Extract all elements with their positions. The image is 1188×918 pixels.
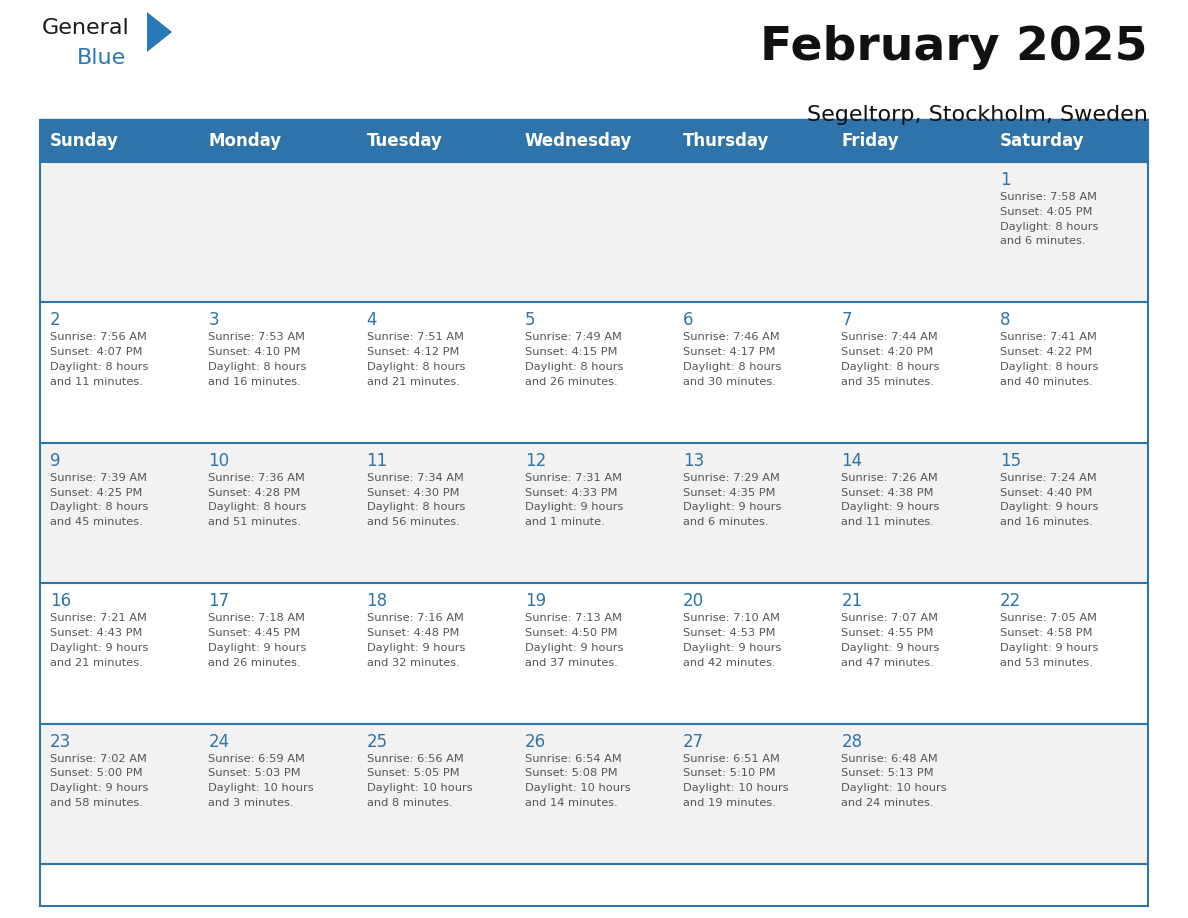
Text: Sunrise: 7:24 AM
Sunset: 4:40 PM
Daylight: 9 hours
and 16 minutes.: Sunrise: 7:24 AM Sunset: 4:40 PM Dayligh…: [1000, 473, 1098, 527]
Text: 10: 10: [208, 452, 229, 470]
Text: 20: 20: [683, 592, 704, 610]
Text: Sunrise: 7:18 AM
Sunset: 4:45 PM
Daylight: 9 hours
and 26 minutes.: Sunrise: 7:18 AM Sunset: 4:45 PM Dayligh…: [208, 613, 307, 667]
Text: Sunrise: 7:53 AM
Sunset: 4:10 PM
Daylight: 8 hours
and 16 minutes.: Sunrise: 7:53 AM Sunset: 4:10 PM Dayligh…: [208, 332, 307, 386]
Text: Sunrise: 7:44 AM
Sunset: 4:20 PM
Daylight: 8 hours
and 35 minutes.: Sunrise: 7:44 AM Sunset: 4:20 PM Dayligh…: [841, 332, 940, 386]
Text: Thursday: Thursday: [683, 132, 770, 150]
Text: 22: 22: [1000, 592, 1020, 610]
Text: Sunrise: 7:16 AM
Sunset: 4:48 PM
Daylight: 9 hours
and 32 minutes.: Sunrise: 7:16 AM Sunset: 4:48 PM Dayligh…: [367, 613, 465, 667]
Text: 7: 7: [841, 311, 852, 330]
Text: 12: 12: [525, 452, 546, 470]
Text: 27: 27: [683, 733, 704, 751]
Text: 6: 6: [683, 311, 694, 330]
Text: 23: 23: [50, 733, 71, 751]
Text: Sunrise: 6:54 AM
Sunset: 5:08 PM
Daylight: 10 hours
and 14 minutes.: Sunrise: 6:54 AM Sunset: 5:08 PM Dayligh…: [525, 754, 631, 808]
Text: 1: 1: [1000, 171, 1010, 189]
Text: 17: 17: [208, 592, 229, 610]
Text: General: General: [42, 18, 129, 38]
Text: Sunrise: 7:51 AM
Sunset: 4:12 PM
Daylight: 8 hours
and 21 minutes.: Sunrise: 7:51 AM Sunset: 4:12 PM Dayligh…: [367, 332, 465, 386]
Text: 21: 21: [841, 592, 862, 610]
Text: Sunrise: 7:21 AM
Sunset: 4:43 PM
Daylight: 9 hours
and 21 minutes.: Sunrise: 7:21 AM Sunset: 4:43 PM Dayligh…: [50, 613, 148, 667]
Text: Wednesday: Wednesday: [525, 132, 632, 150]
Text: Sunrise: 7:49 AM
Sunset: 4:15 PM
Daylight: 8 hours
and 26 minutes.: Sunrise: 7:49 AM Sunset: 4:15 PM Dayligh…: [525, 332, 624, 386]
Bar: [40, 302, 1148, 442]
Text: 3: 3: [208, 311, 219, 330]
Text: Sunrise: 7:13 AM
Sunset: 4:50 PM
Daylight: 9 hours
and 37 minutes.: Sunrise: 7:13 AM Sunset: 4:50 PM Dayligh…: [525, 613, 624, 667]
Text: Sunrise: 7:07 AM
Sunset: 4:55 PM
Daylight: 9 hours
and 47 minutes.: Sunrise: 7:07 AM Sunset: 4:55 PM Dayligh…: [841, 613, 940, 667]
Text: Segeltorp, Stockholm, Sweden: Segeltorp, Stockholm, Sweden: [807, 105, 1148, 125]
Text: Sunrise: 7:56 AM
Sunset: 4:07 PM
Daylight: 8 hours
and 11 minutes.: Sunrise: 7:56 AM Sunset: 4:07 PM Dayligh…: [50, 332, 148, 386]
Text: Sunrise: 7:36 AM
Sunset: 4:28 PM
Daylight: 8 hours
and 51 minutes.: Sunrise: 7:36 AM Sunset: 4:28 PM Dayligh…: [208, 473, 307, 527]
Text: Tuesday: Tuesday: [367, 132, 442, 150]
Bar: [40, 162, 1148, 302]
Text: Sunrise: 6:51 AM
Sunset: 5:10 PM
Daylight: 10 hours
and 19 minutes.: Sunrise: 6:51 AM Sunset: 5:10 PM Dayligh…: [683, 754, 789, 808]
Text: Sunrise: 7:34 AM
Sunset: 4:30 PM
Daylight: 8 hours
and 56 minutes.: Sunrise: 7:34 AM Sunset: 4:30 PM Dayligh…: [367, 473, 465, 527]
Text: Sunrise: 7:02 AM
Sunset: 5:00 PM
Daylight: 9 hours
and 58 minutes.: Sunrise: 7:02 AM Sunset: 5:00 PM Dayligh…: [50, 754, 148, 808]
Text: 18: 18: [367, 592, 387, 610]
Text: Sunrise: 7:26 AM
Sunset: 4:38 PM
Daylight: 9 hours
and 11 minutes.: Sunrise: 7:26 AM Sunset: 4:38 PM Dayligh…: [841, 473, 940, 527]
Text: Sunday: Sunday: [50, 132, 119, 150]
Text: February 2025: February 2025: [760, 25, 1148, 70]
Text: Sunrise: 6:48 AM
Sunset: 5:13 PM
Daylight: 10 hours
and 24 minutes.: Sunrise: 6:48 AM Sunset: 5:13 PM Dayligh…: [841, 754, 947, 808]
Text: 11: 11: [367, 452, 387, 470]
Bar: [40, 120, 1148, 162]
Text: 13: 13: [683, 452, 704, 470]
Text: Sunrise: 7:39 AM
Sunset: 4:25 PM
Daylight: 8 hours
and 45 minutes.: Sunrise: 7:39 AM Sunset: 4:25 PM Dayligh…: [50, 473, 148, 527]
Text: Monday: Monday: [208, 132, 282, 150]
Text: Sunrise: 7:05 AM
Sunset: 4:58 PM
Daylight: 9 hours
and 53 minutes.: Sunrise: 7:05 AM Sunset: 4:58 PM Dayligh…: [1000, 613, 1098, 667]
Text: Sunrise: 7:46 AM
Sunset: 4:17 PM
Daylight: 8 hours
and 30 minutes.: Sunrise: 7:46 AM Sunset: 4:17 PM Dayligh…: [683, 332, 782, 386]
Text: 4: 4: [367, 311, 377, 330]
Text: Sunrise: 7:58 AM
Sunset: 4:05 PM
Daylight: 8 hours
and 6 minutes.: Sunrise: 7:58 AM Sunset: 4:05 PM Dayligh…: [1000, 192, 1098, 246]
Text: 8: 8: [1000, 311, 1010, 330]
Text: 9: 9: [50, 452, 61, 470]
Text: 26: 26: [525, 733, 546, 751]
Text: Sunrise: 6:59 AM
Sunset: 5:03 PM
Daylight: 10 hours
and 3 minutes.: Sunrise: 6:59 AM Sunset: 5:03 PM Dayligh…: [208, 754, 314, 808]
Text: 19: 19: [525, 592, 546, 610]
Text: Sunrise: 7:10 AM
Sunset: 4:53 PM
Daylight: 9 hours
and 42 minutes.: Sunrise: 7:10 AM Sunset: 4:53 PM Dayligh…: [683, 613, 782, 667]
Text: Sunrise: 7:31 AM
Sunset: 4:33 PM
Daylight: 9 hours
and 1 minute.: Sunrise: 7:31 AM Sunset: 4:33 PM Dayligh…: [525, 473, 624, 527]
Text: 2: 2: [50, 311, 61, 330]
Text: Sunrise: 7:29 AM
Sunset: 4:35 PM
Daylight: 9 hours
and 6 minutes.: Sunrise: 7:29 AM Sunset: 4:35 PM Dayligh…: [683, 473, 782, 527]
Bar: [40, 442, 1148, 583]
Text: 28: 28: [841, 733, 862, 751]
Text: Saturday: Saturday: [1000, 132, 1085, 150]
Text: 25: 25: [367, 733, 387, 751]
Text: 16: 16: [50, 592, 71, 610]
Text: Blue: Blue: [77, 48, 126, 68]
Text: 24: 24: [208, 733, 229, 751]
Text: 5: 5: [525, 311, 536, 330]
Text: 14: 14: [841, 452, 862, 470]
Text: 15: 15: [1000, 452, 1020, 470]
Bar: [40, 723, 1148, 864]
Text: Sunrise: 6:56 AM
Sunset: 5:05 PM
Daylight: 10 hours
and 8 minutes.: Sunrise: 6:56 AM Sunset: 5:05 PM Dayligh…: [367, 754, 472, 808]
Text: Friday: Friday: [841, 132, 899, 150]
Text: Sunrise: 7:41 AM
Sunset: 4:22 PM
Daylight: 8 hours
and 40 minutes.: Sunrise: 7:41 AM Sunset: 4:22 PM Dayligh…: [1000, 332, 1098, 386]
Polygon shape: [147, 12, 172, 52]
Bar: [40, 583, 1148, 723]
